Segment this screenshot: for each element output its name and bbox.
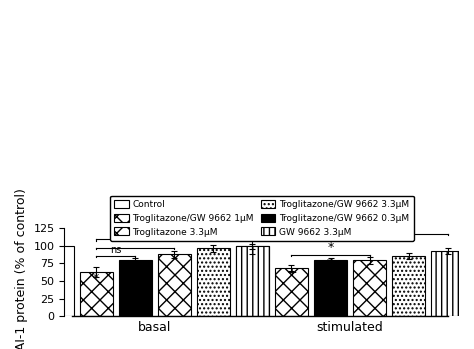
Bar	[157, 254, 191, 316]
Bar	[275, 268, 308, 316]
Bar	[236, 246, 269, 316]
Text: *: *	[132, 235, 138, 247]
Text: *: *	[328, 242, 334, 254]
Bar	[431, 251, 464, 316]
Text: +: +	[169, 226, 180, 239]
Bar	[236, 246, 269, 316]
Bar	[40, 246, 73, 316]
Bar	[353, 260, 386, 316]
Text: +: +	[286, 266, 297, 279]
Bar	[197, 248, 230, 316]
Bar	[392, 256, 425, 316]
Text: *: *	[93, 272, 99, 284]
Bar	[80, 272, 113, 316]
Text: ns: ns	[110, 245, 121, 255]
Y-axis label: PAI-1 protein (% of control): PAI-1 protein (% of control)	[15, 188, 28, 349]
Legend: Control, Troglitazone/GW 9662 1μM, Troglitazone 3.3μM, Troglitazone/GW 9662 3.3μ: Control, Troglitazone/GW 9662 1μM, Trogl…	[109, 195, 414, 241]
Bar	[118, 260, 152, 316]
Text: *: *	[326, 258, 332, 270]
Text: *: *	[366, 220, 373, 233]
Bar	[314, 260, 347, 316]
